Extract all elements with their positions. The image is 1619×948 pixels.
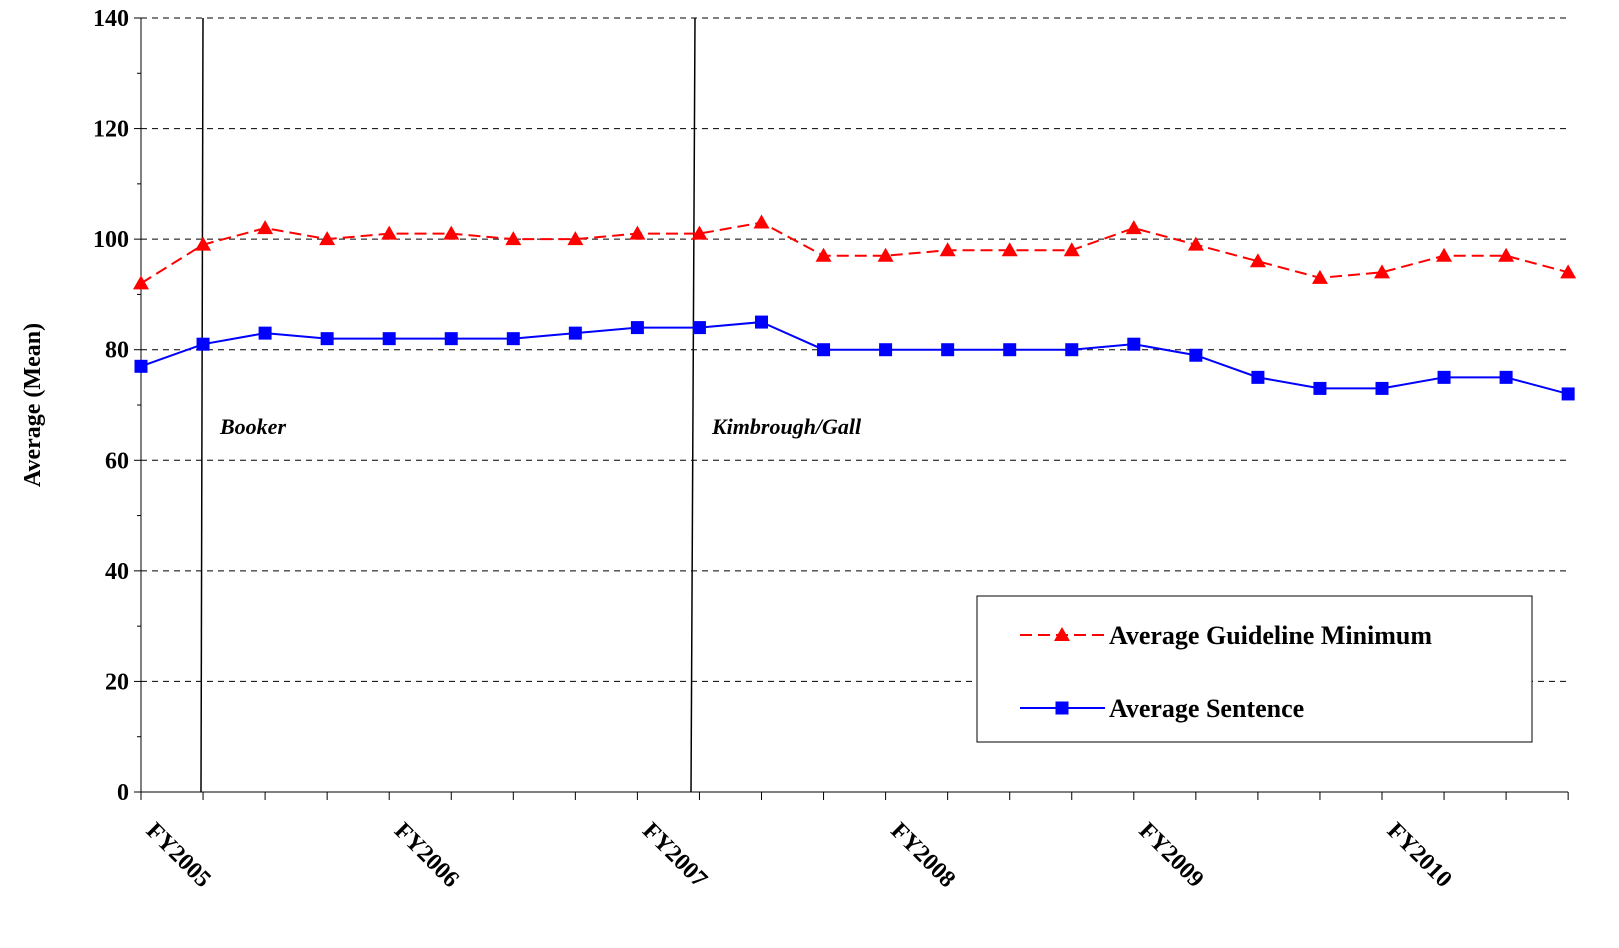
y-tick-label: 140 <box>93 6 129 32</box>
point <box>1125 220 1142 235</box>
y-tick-label: 120 <box>93 117 129 143</box>
x-tick-label: FY2009 <box>1134 818 1209 893</box>
series-line <box>140 221 1569 285</box>
point <box>815 247 832 262</box>
legend-label: Average Sentence <box>1109 694 1304 723</box>
point <box>941 343 955 357</box>
point <box>257 220 274 235</box>
point <box>1127 337 1141 351</box>
event-line <box>200 17 204 793</box>
point <box>320 332 334 346</box>
x-tick-label: FY2010 <box>1382 818 1457 893</box>
point <box>692 321 706 335</box>
point <box>1436 247 1453 262</box>
point <box>568 326 582 340</box>
point <box>319 231 336 246</box>
x-tick-label: FY2005 <box>141 818 216 893</box>
point <box>877 247 894 262</box>
x-tick-label: FY2008 <box>885 818 960 893</box>
point <box>258 326 272 340</box>
point <box>505 231 522 246</box>
y-axis-label: Average (Mean) <box>20 323 46 487</box>
point <box>691 225 708 240</box>
x-tick-label: FY2007 <box>637 818 712 893</box>
point <box>1375 381 1389 395</box>
point <box>1374 264 1390 279</box>
point <box>753 214 770 229</box>
point <box>817 343 831 357</box>
point <box>879 343 893 357</box>
x-tick-label: FY2006 <box>389 818 464 893</box>
legend-box <box>976 595 1533 743</box>
annotation: Kimbrough/Gall <box>711 414 862 439</box>
point <box>1560 264 1577 279</box>
legend-marker <box>1055 701 1069 715</box>
point <box>1001 242 1018 257</box>
point <box>1189 348 1203 362</box>
event-line <box>690 17 696 793</box>
y-tick-label: 80 <box>105 338 129 364</box>
point <box>1313 381 1327 395</box>
point <box>1003 343 1017 357</box>
point <box>1251 370 1265 384</box>
point <box>1065 343 1079 357</box>
annotation: Booker <box>219 414 286 439</box>
point <box>444 332 458 346</box>
point <box>1561 387 1575 401</box>
point <box>629 225 646 240</box>
point <box>1499 370 1513 384</box>
point <box>630 321 644 335</box>
y-tick-label: 40 <box>105 559 129 585</box>
series-line <box>140 321 1569 395</box>
legend-label: Average Guideline Minimum <box>1109 621 1432 650</box>
point <box>1311 269 1328 284</box>
point <box>195 236 212 251</box>
point <box>506 332 520 346</box>
point <box>1187 236 1204 251</box>
y-tick-label: 100 <box>93 227 129 253</box>
point <box>755 315 768 329</box>
point <box>381 225 398 240</box>
point <box>567 231 584 246</box>
point <box>1063 242 1080 257</box>
y-tick-label: 60 <box>105 448 129 474</box>
y-tick-label: 20 <box>105 669 129 695</box>
point <box>196 337 210 351</box>
legend-marker <box>1054 627 1070 641</box>
point <box>1249 253 1266 268</box>
point <box>134 359 148 373</box>
point <box>382 332 396 346</box>
point <box>939 242 956 257</box>
point <box>1498 247 1515 262</box>
point <box>443 225 460 240</box>
point <box>133 275 149 290</box>
y-tick-label: 0 <box>117 780 129 806</box>
point <box>1437 370 1451 384</box>
